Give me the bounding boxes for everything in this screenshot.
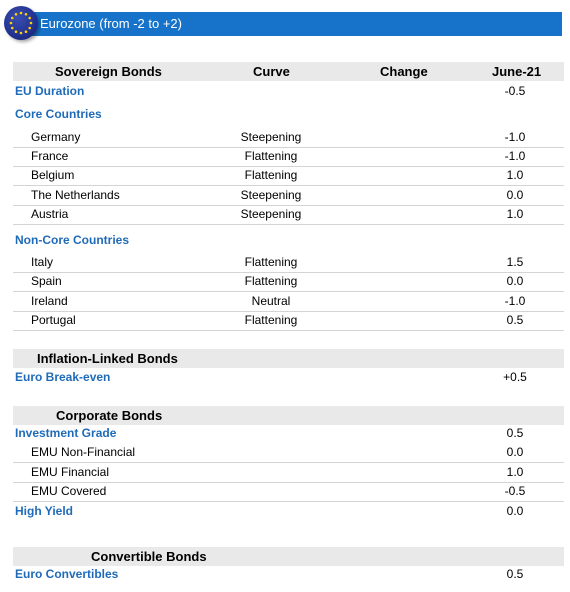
- table-row: EMU Financial 1.0: [13, 463, 564, 483]
- investment-grade-value: 0.5: [506, 426, 524, 440]
- corporate-item-name: EMU Non-Financial: [31, 445, 136, 459]
- corporate-heading: Corporate Bonds: [56, 408, 163, 423]
- eu-duration-value: -0.5: [504, 84, 526, 98]
- june-value: -1.0: [504, 294, 526, 308]
- investment-grade-row: Investment Grade 0.5: [13, 424, 564, 443]
- corporate-item-value: 1.0: [506, 465, 524, 479]
- high-yield-row: High Yield 0.0: [13, 502, 564, 521]
- breakeven-label: Euro Break-even: [15, 370, 111, 384]
- eu-duration-row: EU Duration -0.5: [13, 82, 564, 101]
- june-value: 0.5: [506, 313, 524, 327]
- table-row: EMU Non-Financial 0.0: [13, 443, 564, 463]
- june-value: 0.0: [506, 274, 524, 288]
- breakeven-value: +0.5: [503, 370, 527, 384]
- date-column-header: June-21: [492, 64, 542, 79]
- june-value: 1.0: [506, 207, 524, 221]
- corporate-item-name: EMU Covered: [31, 484, 107, 498]
- euro-convertibles-row: Euro Convertibles 0.5: [13, 565, 564, 584]
- table-row: Germany Steepening -1.0: [13, 128, 564, 148]
- noncore-countries-row: Non-Core Countries: [13, 231, 564, 250]
- inflation-heading: Inflation-Linked Bonds: [37, 351, 178, 366]
- curve-value: Flattening: [244, 274, 298, 288]
- noncore-countries-label: Non-Core Countries: [15, 233, 129, 247]
- euro-convertibles-label: Euro Convertibles: [15, 567, 119, 581]
- curve-value: Flattening: [244, 255, 298, 269]
- sovereign-header: Sovereign Bonds Curve Change June-21: [13, 62, 564, 81]
- curve-value: Flattening: [244, 149, 298, 163]
- country-name: Belgium: [31, 168, 75, 182]
- june-value: 1.0: [506, 168, 524, 182]
- page-header: Eurozone (from -2 to +2): [0, 0, 570, 50]
- change-column-header: Change: [380, 64, 428, 79]
- title-bar: Eurozone (from -2 to +2): [28, 12, 562, 36]
- country-name: Austria: [31, 207, 69, 221]
- table-row: Portugal Flattening 0.5: [13, 311, 564, 331]
- corporate-item-value: -0.5: [504, 484, 526, 498]
- country-name: Spain: [31, 274, 62, 288]
- june-value: -1.0: [504, 130, 526, 144]
- curve-value: Neutral: [251, 294, 291, 308]
- june-value: -1.0: [504, 149, 526, 163]
- table-row: EMU Covered -0.5: [13, 482, 564, 502]
- convertible-header: Convertible Bonds: [13, 547, 564, 566]
- euro-convertibles-value: 0.5: [506, 567, 524, 581]
- corporate-header: Corporate Bonds: [13, 406, 564, 425]
- table-row: Austria Steepening 1.0: [13, 205, 564, 225]
- corporate-item-value: 0.0: [506, 445, 524, 459]
- convertible-heading: Convertible Bonds: [91, 549, 207, 564]
- country-name: France: [31, 149, 69, 163]
- table-row: Belgium Flattening 1.0: [13, 166, 564, 186]
- inflation-header: Inflation-Linked Bonds: [13, 349, 564, 368]
- country-name: Italy: [31, 255, 54, 269]
- table-row: Ireland Neutral -1.0: [13, 292, 564, 312]
- investment-grade-label: Investment Grade: [15, 426, 117, 440]
- core-countries-row: Core Countries: [13, 105, 564, 124]
- sovereign-heading: Sovereign Bonds: [55, 64, 162, 79]
- country-name: Ireland: [31, 294, 68, 308]
- table-row: The Netherlands Steepening 0.0: [13, 186, 564, 206]
- curve-value: Flattening: [244, 168, 298, 182]
- curve-value: Steepening: [240, 188, 302, 202]
- core-countries-label: Core Countries: [15, 107, 102, 121]
- table-row: Italy Flattening 1.5: [13, 253, 564, 273]
- table-row: Spain Flattening 0.0: [13, 272, 564, 292]
- june-value: 0.0: [506, 188, 524, 202]
- curve-value: Steepening: [240, 207, 302, 221]
- high-yield-label: High Yield: [15, 504, 74, 518]
- curve-column-header: Curve: [253, 64, 290, 79]
- country-name: Germany: [31, 130, 81, 144]
- country-name: The Netherlands: [31, 188, 120, 202]
- june-value: 1.5: [506, 255, 524, 269]
- eu-duration-label: EU Duration: [15, 84, 85, 98]
- curve-value: Steepening: [240, 130, 302, 144]
- page-title: Eurozone (from -2 to +2): [40, 16, 182, 31]
- table-row: France Flattening -1.0: [13, 147, 564, 167]
- corporate-item-name: EMU Financial: [31, 465, 110, 479]
- high-yield-value: 0.0: [506, 504, 524, 518]
- breakeven-row: Euro Break-even +0.5: [13, 368, 564, 387]
- country-name: Portugal: [31, 313, 76, 327]
- curve-value: Flattening: [244, 313, 298, 327]
- eu-flag-icon: [4, 6, 38, 40]
